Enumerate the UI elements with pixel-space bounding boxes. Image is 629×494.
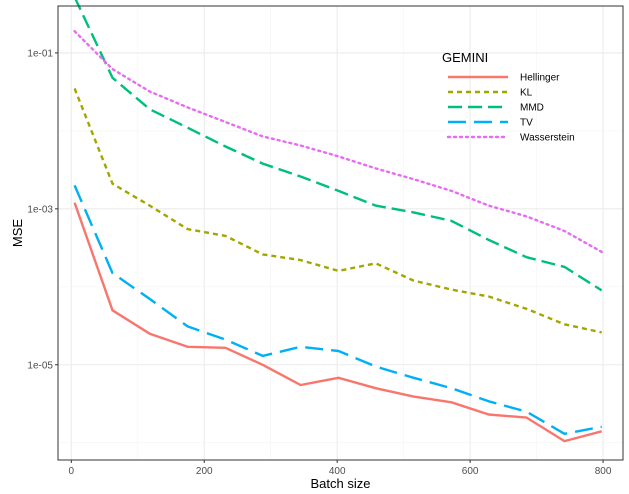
legend-items: Hellinger KL MMD TV Wasserstein [446,73,575,144]
y-tick-label: 1e-05 [27,360,53,371]
series-line-mmd [74,0,603,292]
series-line-hellinger [73,202,603,443]
legend-label-tv: TV [520,118,533,129]
legend: GEMINI Hellinger KL MMD TV Wasserstein [442,50,575,144]
y-tick-label: 1e-03 [27,204,53,215]
legend-label-wasserstein: Wasserstein [520,133,575,144]
legend-label-kl: KL [520,88,533,99]
legend-label-hellinger: Hellinger [520,73,560,84]
x-tick-label: 800 [595,466,612,477]
series-line-kl [73,88,602,334]
legend-title: GEMINI [442,50,488,65]
y-axis-title: MSE [10,219,25,248]
panel-border [57,5,624,461]
y-tick-label: 1e-01 [27,48,53,59]
axis-ticks: 0 200 400 600 800 1e-05 1e-03 1e-01 [27,48,611,477]
series-lines [73,0,603,443]
series-line-wasserstein [73,30,603,254]
x-tick-label: 200 [196,466,213,477]
x-axis-title: Batch size [311,476,371,491]
x-tick-label: 0 [69,466,75,477]
x-tick-label: 600 [462,466,479,477]
legend-label-mmd: MMD [520,103,544,114]
series-line-tv [73,184,602,435]
x-tick-label: 400 [329,466,346,477]
